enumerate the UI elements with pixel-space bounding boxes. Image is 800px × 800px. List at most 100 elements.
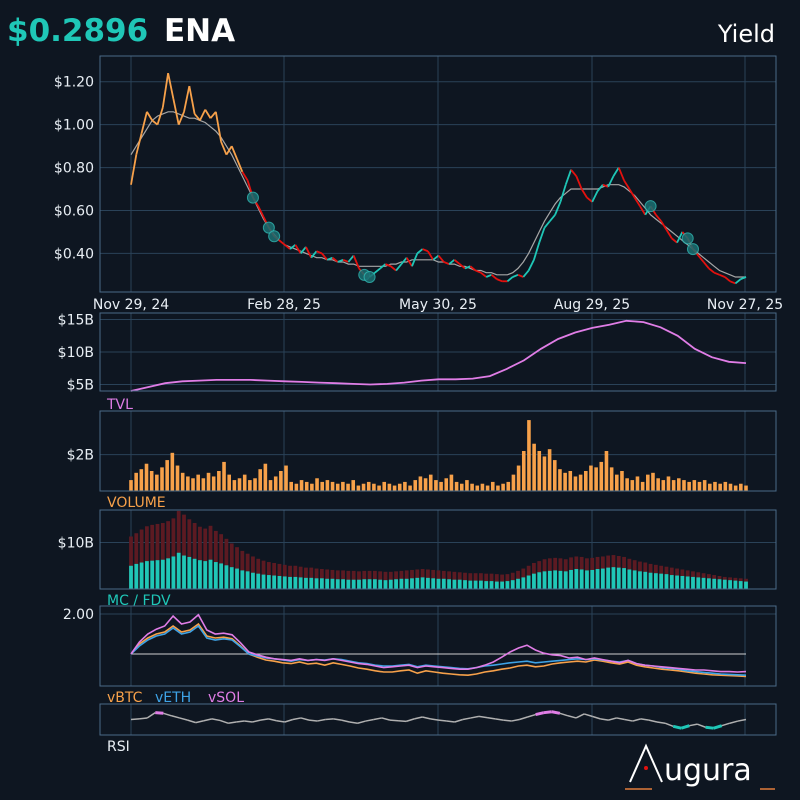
mc-bar [574,569,579,589]
rsi-line-segment [470,715,480,719]
volume-bar [330,481,335,491]
price-line-segment [299,246,307,254]
mc-bar [701,577,706,589]
rsi-line-segment [236,720,245,723]
rsi-line-segment [446,720,455,723]
rsi-line-segment [648,719,658,723]
mc-bar [399,578,404,589]
volume-bar [144,463,149,491]
volume-bar [558,469,562,491]
price-line-segment [337,258,344,263]
mc-bar [579,569,584,589]
volume-bar [191,478,195,491]
mc-bar [150,560,155,589]
price-ma-line [130,111,746,278]
price-line-segment [459,263,466,270]
price-line-segment [294,244,302,254]
rsi-line-segment [592,715,601,720]
price-line-segment [591,190,599,203]
mc-bar [627,569,632,589]
volume-bar [516,465,521,491]
rsi-line-segment [503,719,512,722]
mc-bar [691,576,695,589]
volume-bar [165,460,169,491]
volume-bar [242,474,247,491]
rsi-line-segment [438,719,447,722]
rsi-line-segment [713,724,723,730]
price-event-marker [363,270,376,283]
volume-bar [542,456,547,491]
price-y-tick-label: $0.80 [54,161,94,177]
rsi-line-segment [325,718,334,721]
volume-bar [552,460,557,491]
price-line-segment [236,158,244,173]
tvl-y-tick-label: $15B [58,313,94,329]
rsi-line-segment [244,720,253,723]
price-y-tick-label: $0.40 [54,246,94,262]
volume-bar [547,449,552,491]
price-line-segment [422,248,429,253]
volume-bar [397,483,402,491]
mc-bar [325,578,330,589]
rsi-title: RSI [107,739,130,755]
rsi-line-segment [430,718,439,721]
mc-bar [738,581,743,589]
rsi-line-segment [697,723,706,728]
mc-bar [341,579,345,589]
mc-bar [526,575,531,589]
volume-bar [625,478,629,491]
price-line-segment [161,73,170,108]
price-line-segment [575,175,583,190]
volume-bar [237,478,242,491]
price-event-marker [268,230,281,243]
volume-bar [490,481,495,491]
mc-bar [563,571,568,589]
mc-bar [473,580,478,589]
volume-bar [361,483,366,491]
fdv-bar [139,529,144,589]
rsi-line-segment [656,721,666,724]
mc-bar [590,569,595,589]
price-line-segment [697,254,705,263]
volume-bar [739,483,743,491]
fdv-bar [187,519,192,589]
rsi-line-segment [252,719,261,723]
mc-bar [484,581,489,589]
price-line-segment [702,261,710,269]
mc-bar [685,576,690,589]
price-y-tick-label: $1.00 [54,118,94,134]
price-line-segment [554,201,562,216]
volume-panel-frame [99,410,777,492]
price-line-segment [395,263,403,272]
rsi-line-segment [519,716,528,721]
price-line-segment [390,265,397,272]
rsi-line-segment [511,718,520,722]
volume-bar [589,465,593,491]
volume-bar [563,472,567,491]
mc-bar [351,579,356,589]
rsi-line-segment [559,712,569,717]
price-line-segment [183,85,191,112]
mc-bar [145,561,149,589]
volume-bar [475,485,480,491]
volume-bar [248,480,252,491]
price-line-segment [204,109,212,119]
price-line-segment [225,145,233,156]
mc-bar [357,579,361,589]
symbol-label: ENA [164,13,236,49]
rsi-line-segment [139,717,148,720]
volume-bar [459,483,464,491]
volume-bar [325,480,330,491]
rsi-line-segment [600,718,609,721]
price-line-segment [151,119,159,126]
rsi-line-segment [583,713,593,718]
price-event-marker [681,232,694,245]
volume-bar [697,481,702,491]
price-y-tick-label: $1.20 [54,75,94,91]
rsi-line-segment [130,718,140,721]
mc-bar [319,578,324,589]
price-line-segment [564,169,572,186]
price-line-segment [512,274,519,278]
price-line-segment [172,98,180,125]
mc-bar [728,580,732,589]
